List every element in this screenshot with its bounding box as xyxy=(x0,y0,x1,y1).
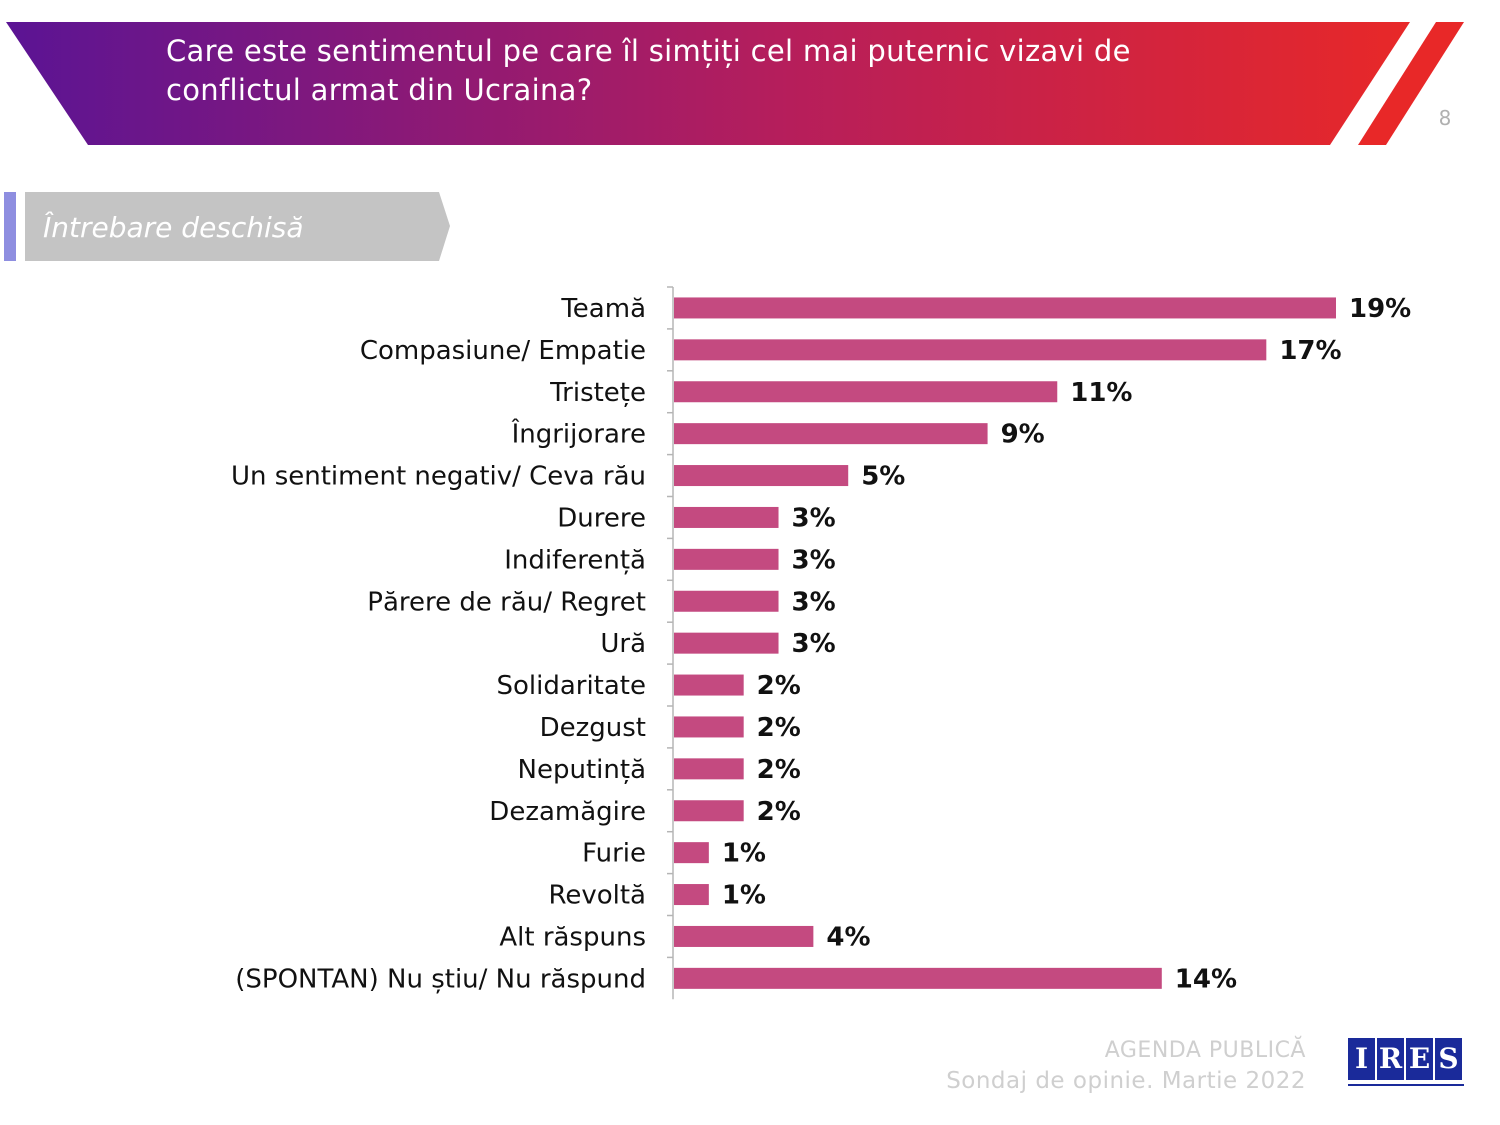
category-label: Durere xyxy=(557,503,646,533)
bar xyxy=(674,590,779,612)
data-label: 11% xyxy=(1070,378,1132,408)
data-label: 2% xyxy=(757,797,801,827)
category-label: Un sentiment negativ/ Ceva rău xyxy=(231,462,646,492)
page-title: Care este sentimentul pe care îl simțiți… xyxy=(166,34,1131,107)
category-label: Tristețe xyxy=(549,378,646,408)
bar xyxy=(674,297,1336,319)
bar xyxy=(674,758,744,780)
logo-letter: S xyxy=(1435,1038,1462,1080)
category-label: Ură xyxy=(600,629,646,659)
bar xyxy=(674,381,1058,403)
logo-underline xyxy=(1348,1084,1464,1090)
bar xyxy=(674,884,709,906)
data-label: 3% xyxy=(792,545,836,575)
category-label: Dezamăgire xyxy=(489,797,646,827)
header-white-notch xyxy=(170,0,1500,22)
data-label: 3% xyxy=(792,503,836,533)
category-label: Teamă xyxy=(560,294,646,324)
bar xyxy=(674,842,709,864)
question-type-label: Întrebare deschisă xyxy=(43,211,304,244)
bar-chart: Teamă 19% Compasiune/ Empatie 17% Tristețe 11… xyxy=(231,286,1411,1000)
data-label: 1% xyxy=(722,839,766,869)
category-label: Indiferență xyxy=(504,545,646,575)
header-banner xyxy=(6,0,1500,145)
data-label: 19% xyxy=(1349,294,1411,324)
logo-letter: E xyxy=(1406,1038,1433,1080)
bar xyxy=(674,465,849,487)
bar xyxy=(674,506,779,528)
header-accent-stripe xyxy=(1358,22,1464,145)
category-label: Părere de rău/ Regret xyxy=(367,587,646,617)
bar xyxy=(674,674,744,696)
data-label: 1% xyxy=(722,881,766,911)
data-label: 14% xyxy=(1175,964,1237,994)
ires-logo: I R E S xyxy=(1348,1038,1464,1092)
bar xyxy=(674,800,744,822)
category-label: Dezgust xyxy=(540,713,646,743)
bar xyxy=(674,925,814,947)
page-number: 8 xyxy=(1438,106,1452,130)
data-label: 3% xyxy=(792,587,836,617)
bar xyxy=(674,716,744,738)
data-label: 2% xyxy=(757,755,801,785)
category-label: Revoltă xyxy=(548,881,646,911)
bar xyxy=(674,967,1162,989)
category-label: Furie xyxy=(582,839,646,869)
data-label: 5% xyxy=(861,462,905,492)
bar xyxy=(674,632,779,654)
bar xyxy=(674,423,988,445)
data-label: 9% xyxy=(1001,420,1045,450)
category-label: (SPONTAN) Nu știu/ Nu răspund xyxy=(235,964,646,994)
header-shape xyxy=(6,22,1410,145)
logo-letter: I xyxy=(1348,1038,1375,1080)
data-label: 3% xyxy=(792,629,836,659)
category-label: Îngrijorare xyxy=(511,418,646,450)
logo-letter: R xyxy=(1377,1038,1404,1080)
question-type-tag: Întrebare deschisă xyxy=(25,192,450,261)
footer-survey-date: Sondaj de opinie. Martie 2022 xyxy=(946,1068,1306,1094)
category-label: Neputință xyxy=(518,755,646,785)
bar xyxy=(674,339,1267,361)
data-label: 4% xyxy=(826,922,870,952)
data-label: 2% xyxy=(757,713,801,743)
category-label: Solidaritate xyxy=(496,671,646,701)
data-label: 2% xyxy=(757,671,801,701)
footer-publication: AGENDA PUBLICĂ xyxy=(1104,1038,1306,1063)
category-label: Alt răspuns xyxy=(499,922,646,952)
bar xyxy=(674,548,779,570)
tag-accent-bar xyxy=(4,192,16,261)
data-label: 17% xyxy=(1279,336,1341,366)
category-label: Compasiune/ Empatie xyxy=(360,336,646,366)
